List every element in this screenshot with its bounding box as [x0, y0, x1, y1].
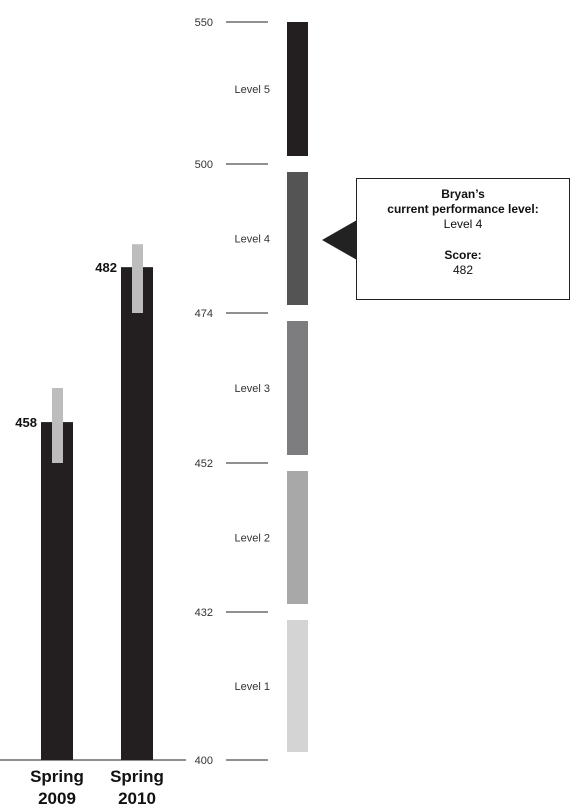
level-label-1: Level 1	[235, 681, 270, 693]
callout-level: Level 4	[443, 217, 483, 231]
bar-value-label-1: 458	[15, 415, 37, 430]
callout-pointer-icon	[322, 220, 357, 260]
tick-label-1: 550	[195, 17, 213, 29]
level-label-3: Level 3	[235, 383, 270, 395]
tick-label-6: 400	[195, 755, 213, 767]
callout-student-name: Bryan’s	[441, 187, 485, 201]
category-label-2-line1: Spring	[110, 767, 164, 786]
level-segment-4	[287, 172, 308, 305]
category-label-2-line2: 2010	[118, 789, 156, 808]
category-label-1-line2: 2009	[38, 789, 76, 808]
level-label-5: Level 5	[235, 84, 270, 96]
tick-label-4: 452	[195, 458, 213, 470]
tick-label-3: 474	[195, 308, 213, 320]
performance-callout: Bryan’s current performance level: Level…	[356, 178, 570, 300]
callout-score: 482	[452, 263, 474, 277]
callout-heading: current performance level:	[387, 202, 539, 216]
bar-2	[121, 267, 153, 760]
level-segment-5	[287, 22, 308, 156]
tick-label-5: 432	[195, 607, 213, 619]
level-label-4: Level 4	[235, 234, 270, 246]
callout-score-heading: Score:	[444, 248, 482, 262]
tick-label-2: 500	[195, 159, 213, 171]
error-band-2	[132, 244, 143, 313]
bar-1	[41, 422, 73, 760]
level-segment-1	[287, 620, 308, 752]
category-label-1-line1: Spring	[30, 767, 84, 786]
error-band-1	[52, 388, 63, 463]
level-label-2: Level 2	[235, 533, 270, 545]
level-segment-3	[287, 321, 308, 455]
bar-value-label-2: 482	[95, 260, 117, 275]
level-segment-2	[287, 471, 308, 604]
